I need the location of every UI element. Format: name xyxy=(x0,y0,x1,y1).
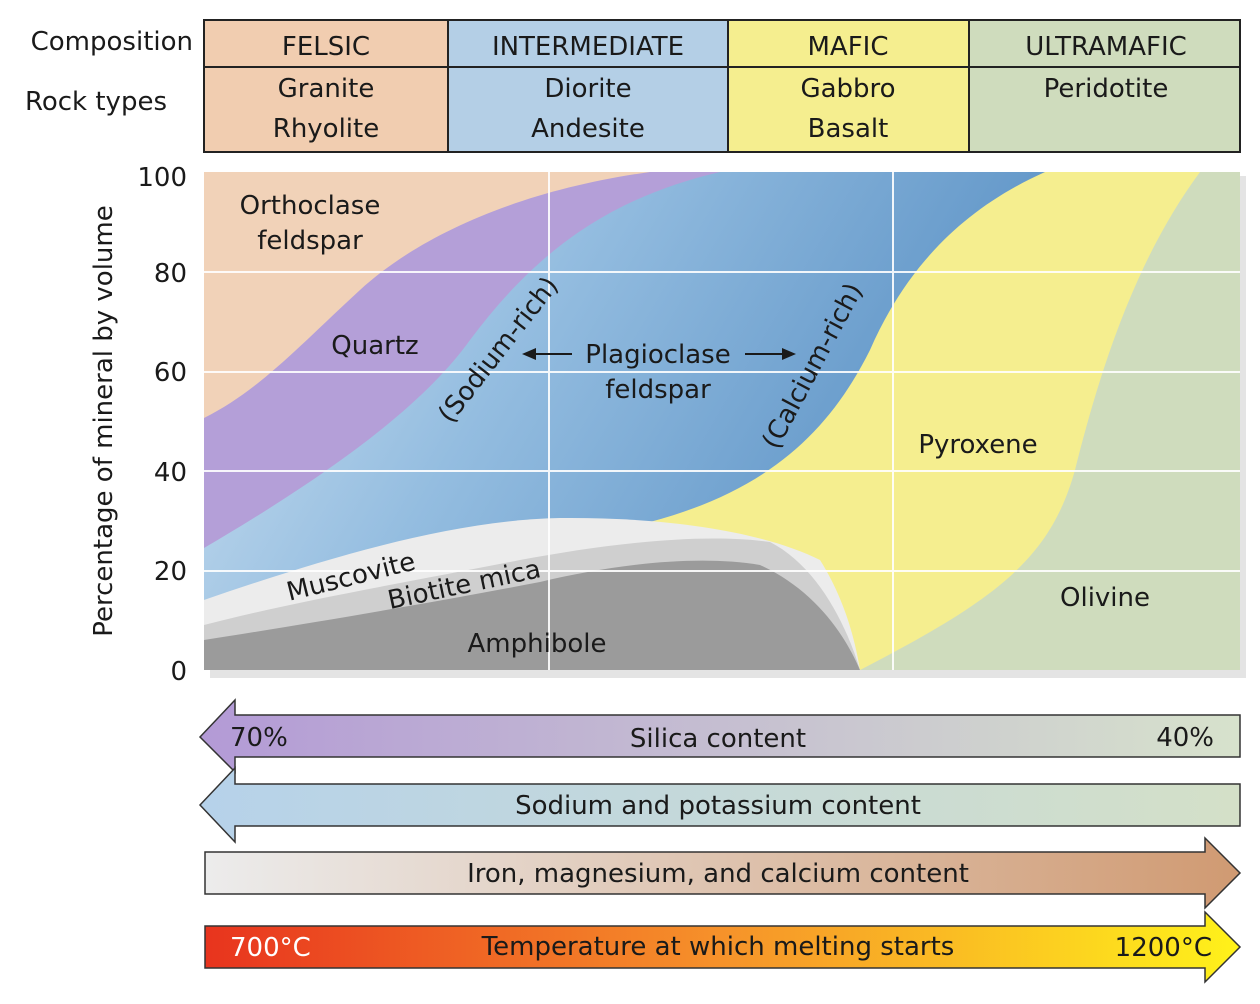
rock-types-label: Rock types xyxy=(25,87,167,117)
temperature-left-value: 700°C xyxy=(230,933,311,963)
mafic-cell xyxy=(727,19,970,153)
y-tick-80: 80 xyxy=(154,259,187,289)
olivine-label: Olivine xyxy=(1060,583,1150,613)
column-mafic: MAFIC Gabbro Basalt xyxy=(727,19,970,153)
pyroxene-label: Pyroxene xyxy=(918,430,1037,460)
ultramafic-cell xyxy=(968,19,1241,153)
felsic-rock-1: Granite xyxy=(278,74,375,104)
silica-right-value: 40% xyxy=(1156,723,1214,753)
y-tick-40: 40 xyxy=(154,458,187,488)
plagioclase-arrows xyxy=(522,348,796,360)
felsic-cell xyxy=(203,19,449,153)
plagioclase-label-line1: Plagioclase xyxy=(585,340,730,370)
intermediate-rock-2: Andesite xyxy=(531,114,645,144)
y-tick-100: 100 xyxy=(137,163,187,193)
ultramafic-rock-1: Peridotite xyxy=(1044,74,1169,104)
orthoclase-label-line1: Orthoclase xyxy=(240,191,381,221)
mafic-rock-2: Basalt xyxy=(808,114,889,144)
orthoclase-region xyxy=(204,172,650,418)
ultramafic-name: ULTRAMAFIC xyxy=(1025,32,1187,62)
mineral-chart: Percentage of mineral by volume 100 80 6… xyxy=(89,163,1246,687)
mafic-name: MAFIC xyxy=(808,32,889,62)
temperature-right-value: 1200°C xyxy=(1115,933,1212,963)
y-tick-60: 60 xyxy=(154,358,187,388)
mafic-rock-1: Gabbro xyxy=(800,74,895,104)
iron-magnesium-calcium-arrow: Iron, magnesium, and calcium content xyxy=(204,836,1242,910)
intermediate-rock-1: Diorite xyxy=(544,74,631,104)
orthoclase-label-line2: feldspar xyxy=(257,226,363,256)
amphibole-region xyxy=(204,560,860,670)
temperature-arrow: 700°C Temperature at which melting start… xyxy=(204,910,1242,984)
chart-gridlines xyxy=(204,172,1240,670)
y-tick-20: 20 xyxy=(154,557,187,587)
amphibole-label: Amphibole xyxy=(468,629,607,659)
sodium-potassium-label: Sodium and potassium content xyxy=(515,791,921,821)
intermediate-name: INTERMEDIATE xyxy=(492,32,684,62)
column-intermediate: INTERMEDIATE Diorite Andesite xyxy=(447,19,729,153)
felsic-name: FELSIC xyxy=(282,32,370,62)
y-tick-0: 0 xyxy=(170,657,187,687)
column-felsic: FELSIC Granite Rhyolite xyxy=(203,19,449,153)
silica-label: Silica content xyxy=(630,724,806,754)
felsic-rock-2: Rhyolite xyxy=(273,114,379,144)
iron-magnesium-calcium-label: Iron, magnesium, and calcium content xyxy=(467,859,969,889)
temperature-label: Temperature at which melting starts xyxy=(481,932,955,962)
y-axis-label: Percentage of mineral by volume xyxy=(89,205,119,636)
column-ultramafic: ULTRAMAFIC Peridotite xyxy=(968,19,1241,153)
composition-label: Composition xyxy=(31,27,193,57)
quartz-label: Quartz xyxy=(331,331,418,361)
silica-arrow: 70% Silica content 40% xyxy=(198,698,1241,774)
intermediate-cell xyxy=(447,19,729,153)
sodium-potassium-arrow: Sodium and potassium content xyxy=(198,766,1241,844)
composition-table: Composition Rock types FELSIC Granite Rh… xyxy=(25,19,1241,153)
plagioclase-label-line2: feldspar xyxy=(605,375,711,405)
silica-left-value: 70% xyxy=(230,723,288,753)
